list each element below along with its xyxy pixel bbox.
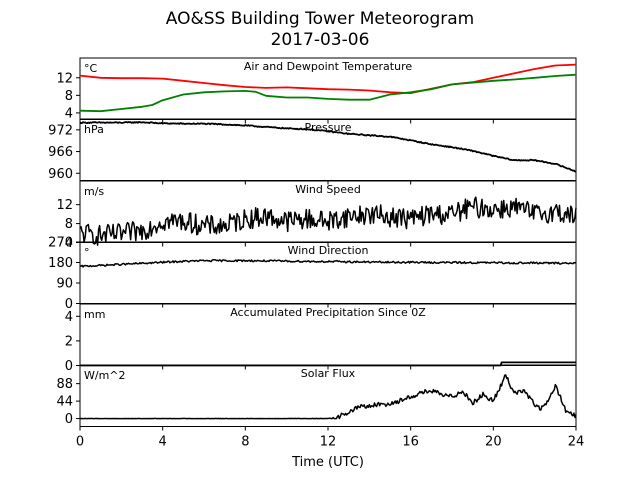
y-tick-label: 0 bbox=[65, 359, 73, 374]
panel-unit: mm bbox=[84, 308, 105, 321]
y-tick-label: 180 bbox=[48, 256, 73, 271]
series-line bbox=[79, 196, 577, 246]
x-tick-label: 8 bbox=[241, 435, 249, 450]
y-tick-label: 12 bbox=[56, 198, 73, 213]
y-tick-label: 4 bbox=[65, 310, 73, 325]
series-line bbox=[79, 121, 577, 173]
y-tick-label: 966 bbox=[48, 145, 73, 160]
panel-title: Air and Dewpoint Temperature bbox=[244, 60, 412, 73]
y-tick-label: 12 bbox=[56, 71, 73, 86]
panel-6: 0 44 88 Solar Flux W/m^2 bbox=[56, 364, 577, 431]
y-tick-label: 2 bbox=[65, 334, 73, 349]
panel-4: 0 90 180 270 Wind Direction ° bbox=[48, 236, 577, 312]
y-tick-label: 8 bbox=[65, 217, 73, 232]
x-axis-label: Time (UTC) bbox=[291, 455, 364, 470]
x-tick-label: 4 bbox=[159, 435, 167, 450]
y-tick-label: 0 bbox=[65, 297, 73, 312]
panel-3: 4 8 12 Wind Speed m/s bbox=[56, 180, 577, 251]
x-tick-label: 16 bbox=[402, 435, 419, 450]
x-tick-label: 0 bbox=[76, 435, 84, 450]
y-tick-label: 4 bbox=[65, 236, 73, 251]
panel-title: Solar Flux bbox=[301, 367, 356, 380]
series-line bbox=[79, 73, 577, 113]
panel-1: 4 8 12 Air and Dewpoint Temperature °C bbox=[56, 57, 577, 124]
panel-title: Accumulated Precipitation Since 0Z bbox=[230, 306, 426, 319]
panel-5: 0 2 4 Accumulated Precipitation Since 0Z mm bbox=[65, 303, 577, 374]
panel-2: 960 966 972 Pressure hPa bbox=[48, 118, 577, 185]
x-tick-label: 12 bbox=[320, 435, 337, 450]
y-tick-label: 972 bbox=[48, 123, 73, 138]
y-tick-label: 4 bbox=[65, 106, 73, 121]
series-line bbox=[79, 259, 577, 268]
y-tick-label: 44 bbox=[56, 395, 73, 410]
series-line bbox=[79, 374, 577, 420]
y-tick-label: 0 bbox=[65, 412, 73, 427]
panel-unit: ° bbox=[84, 246, 90, 259]
y-tick-label: 8 bbox=[65, 89, 73, 104]
panel-title: Wind Direction bbox=[288, 244, 369, 257]
y-tick-label: 270 bbox=[48, 236, 73, 251]
y-tick-label: 90 bbox=[56, 277, 73, 292]
x-tick-label: 24 bbox=[568, 435, 585, 450]
panel-unit: hPa bbox=[84, 123, 104, 136]
y-tick-label: 88 bbox=[56, 377, 73, 392]
panel-title: Wind Speed bbox=[295, 183, 361, 196]
panel-unit: m/s bbox=[84, 185, 104, 198]
panel-title: Pressure bbox=[305, 121, 352, 134]
x-axis: 0 4 8 12 16 20 24 bbox=[76, 435, 584, 450]
figure-subtitle: 2017-03-06 bbox=[271, 30, 370, 50]
panel-unit: W/m^2 bbox=[84, 369, 126, 382]
x-tick-label: 20 bbox=[485, 435, 502, 450]
series-line bbox=[79, 63, 577, 94]
y-tick-label: 960 bbox=[48, 167, 73, 182]
figure-title: AO&SS Building Tower Meteorogram bbox=[166, 9, 474, 29]
panel-unit: °C bbox=[84, 62, 98, 75]
panels: 4 8 12 Air and Dewpoint Temperature °C 960 966… bbox=[48, 57, 577, 431]
